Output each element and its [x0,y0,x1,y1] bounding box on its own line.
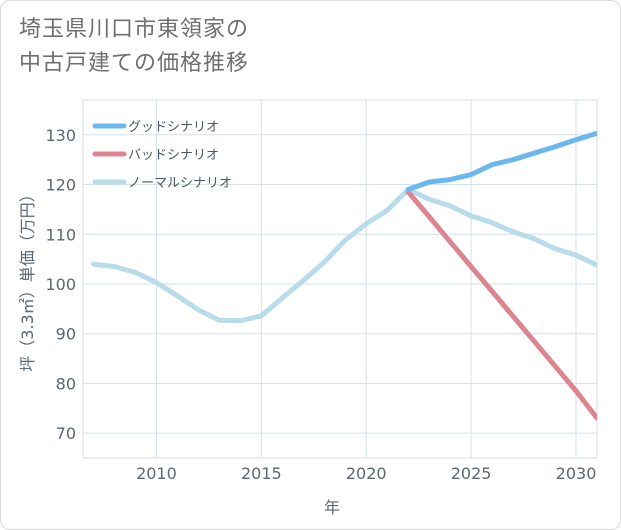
series-line-1 [405,130,597,192]
y-tick-label: 100 [45,275,76,294]
y-tick-label: 110 [45,225,76,244]
y-tick-label: 90 [56,325,76,344]
x-tick-label: 2030 [556,464,597,483]
y-axis-label: 坪（3.3㎡）単価（万円） [18,186,37,371]
x-tick-label: 2010 [136,464,177,483]
legend-label-3: ノーマルシナリオ [128,176,232,191]
y-tick-label: 80 [56,374,76,393]
chart-title-line-2: 中古戸建ての価格推移 [19,51,250,76]
x-tick-label: 2015 [241,464,282,483]
x-tick-label: 2020 [346,464,387,483]
series-line-3 [91,187,597,324]
legend-label-1: グッドシナリオ [128,120,219,135]
y-tick-label: 130 [45,126,76,145]
chart-title-line-1: 埼玉県川口市東領家の [19,17,250,42]
legend-label-2: バッドシナリオ [128,148,219,163]
series-line-2 [405,189,597,421]
y-tick-label: 120 [45,176,76,195]
x-tick-label: 2025 [451,464,492,483]
y-tick-label: 70 [56,424,76,443]
chart-title: 埼玉県川口市東領家の 中古戸建ての価格推移 [19,13,249,81]
x-axis-label: 年 [324,498,340,517]
